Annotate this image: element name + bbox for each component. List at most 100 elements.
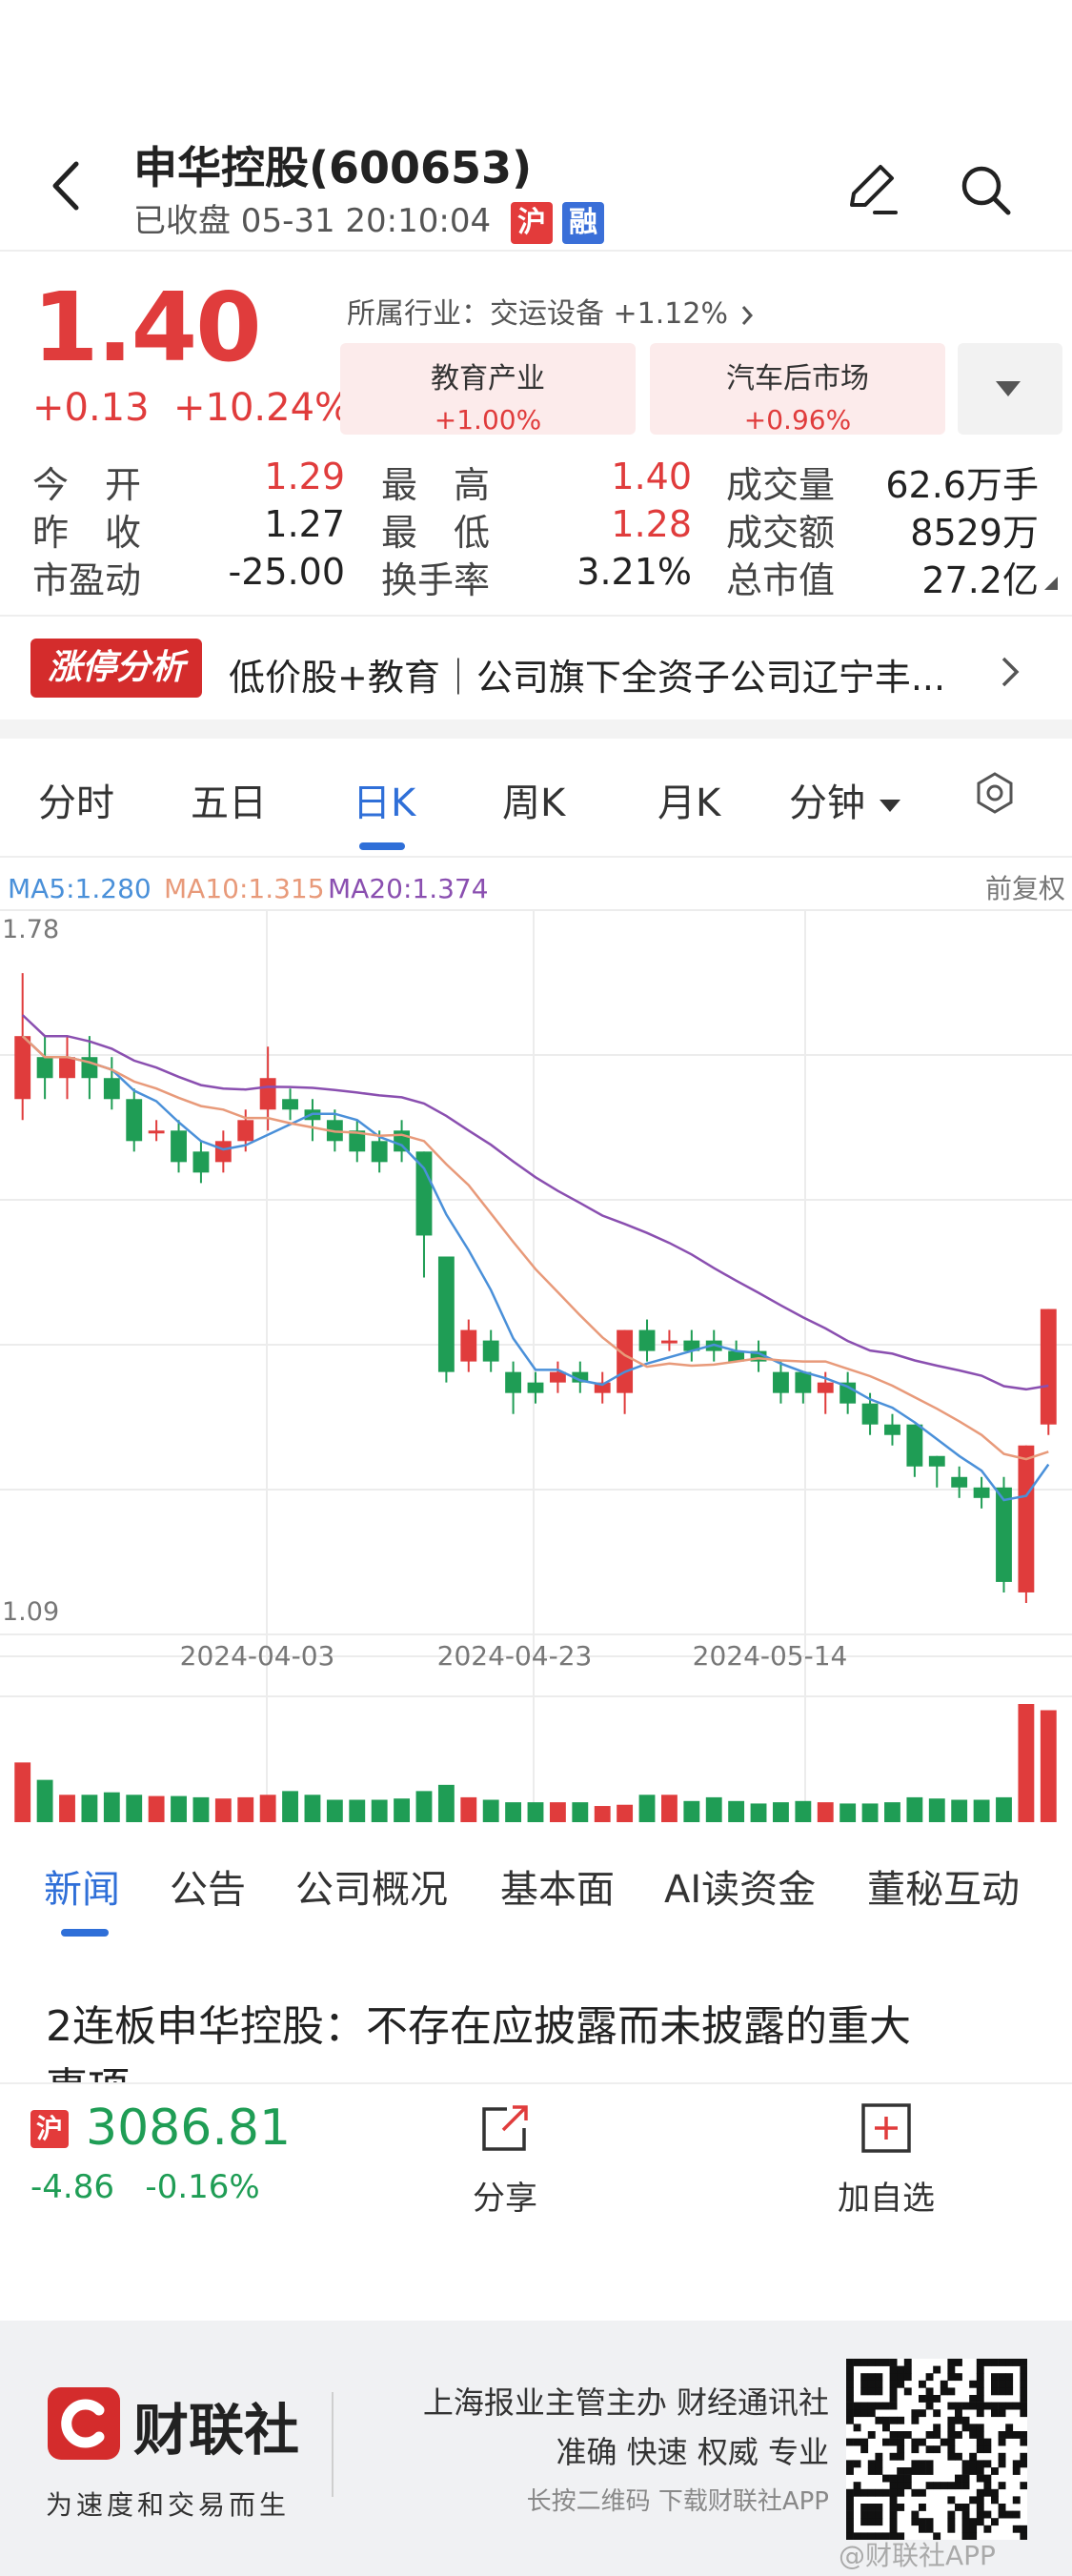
sector-expand-button[interactable] xyxy=(958,343,1062,435)
qr-module xyxy=(1005,2424,1014,2432)
qr-module xyxy=(853,2402,861,2410)
qr-module xyxy=(1012,2467,1021,2475)
news-headline-continued[interactable]: 事项 xyxy=(46,2054,130,2082)
qr-module xyxy=(919,2525,926,2533)
tab-ai-funds[interactable]: AI读资金 xyxy=(664,1868,817,1912)
qr-module xyxy=(925,2373,934,2382)
qr-module xyxy=(911,2467,920,2475)
tab-daily-k[interactable]: 日K xyxy=(353,781,416,825)
qr-module xyxy=(897,2445,905,2454)
qr-module xyxy=(1020,2380,1028,2388)
qr-module xyxy=(882,2424,890,2432)
index-change: -4.86 -0.16% xyxy=(30,2168,260,2206)
qr-module xyxy=(911,2488,920,2497)
volume-bar xyxy=(505,1802,522,1822)
volume-bar xyxy=(572,1802,589,1822)
qr-module xyxy=(903,2474,912,2483)
x-label-3: 2024-05-14 xyxy=(693,1640,848,1672)
qr-module xyxy=(998,2460,1006,2468)
tab-five-day[interactable]: 五日 xyxy=(191,781,267,825)
chart-grid xyxy=(0,909,1072,1822)
qr-module xyxy=(925,2395,934,2403)
candle-body xyxy=(683,1340,700,1351)
volume-bar xyxy=(259,1795,276,1822)
qr-module xyxy=(853,2488,861,2497)
qr-module xyxy=(903,2431,912,2439)
qr-module xyxy=(969,2532,978,2541)
tab-news[interactable]: 新闻 xyxy=(44,1868,120,1912)
tab-company-profile[interactable]: 公司概况 xyxy=(295,1868,448,1912)
candle-body xyxy=(1018,1445,1035,1592)
tab-announcements[interactable]: 公告 xyxy=(170,1868,246,1912)
qr-module xyxy=(1020,2365,1028,2374)
qr-module xyxy=(955,2504,962,2511)
qr-module xyxy=(897,2452,905,2461)
search-button[interactable] xyxy=(953,157,1020,224)
qr-module xyxy=(846,2504,854,2511)
stat-volume: 62.6万手 xyxy=(885,464,1039,506)
tab-monthly-k[interactable]: 月K xyxy=(657,781,721,825)
tab-investor-qa[interactable]: 董秘互动 xyxy=(867,1868,1020,1912)
edit-button[interactable] xyxy=(839,157,905,224)
index-tag: 沪 xyxy=(30,2110,69,2148)
tab-weekly-k[interactable]: 周K xyxy=(502,781,566,825)
candle-body xyxy=(996,1487,1012,1582)
volume-bar xyxy=(1040,1710,1057,1822)
volume-bar xyxy=(148,1795,165,1822)
qr-module xyxy=(889,2438,898,2446)
footer-line-3: 长按二维码 下载财联社APP xyxy=(526,2487,829,2516)
candle-body xyxy=(59,1057,75,1079)
qr-module xyxy=(860,2510,869,2519)
sector-card-education[interactable]: 教育产业 +1.00% xyxy=(340,343,636,436)
stat-label: 最 低 xyxy=(381,512,491,554)
volume-bar xyxy=(282,1791,298,1822)
volume-bar xyxy=(973,1799,990,1822)
banner-arrow[interactable] xyxy=(996,653,1024,691)
qr-module xyxy=(998,2359,1006,2366)
qr-module xyxy=(875,2532,883,2541)
tab-minute[interactable]: 分钟 xyxy=(789,772,902,827)
news-headline[interactable]: 2连板申华控股：不存在应披露而未披露的重大 xyxy=(46,2002,911,2051)
volume-bar xyxy=(617,1804,634,1822)
sector-card-auto-aftermarket[interactable]: 汽车后市场 +0.96% xyxy=(650,343,945,436)
qr-module xyxy=(969,2431,978,2439)
qr-module xyxy=(897,2532,905,2541)
kline-chart[interactable]: MA5:1.280 MA10:1.315 MA20:1.374 前复权 1.78… xyxy=(0,858,1072,1830)
qr-module xyxy=(860,2488,869,2497)
share-label: 分享 xyxy=(473,2180,537,2218)
footer-line-2: 准确 快速 权威 专业 xyxy=(556,2434,829,2470)
chart-settings-button[interactable] xyxy=(972,770,1018,816)
market-status-text: 已收盘 05-31 20:10:04 xyxy=(133,202,492,240)
qr-module xyxy=(1020,2482,1028,2490)
search-icon xyxy=(961,166,1011,215)
qr-module xyxy=(897,2482,905,2490)
volume-bar xyxy=(460,1796,477,1822)
qr-module xyxy=(897,2504,905,2511)
limit-up-analysis-link[interactable]: 低价股+教育｜公司旗下全资子公司辽宁丰... xyxy=(229,657,946,699)
candle-body xyxy=(415,1151,433,1236)
back-button[interactable] xyxy=(38,152,95,219)
qr-module xyxy=(940,2380,948,2388)
industry-link[interactable]: 所属行业：交运设备 +1.12% xyxy=(347,290,757,332)
volume-bar xyxy=(214,1798,232,1822)
qr-module xyxy=(976,2496,984,2505)
tab-fundamentals[interactable]: 基本面 xyxy=(500,1868,615,1912)
qr-module xyxy=(889,2452,898,2461)
pencil-icon xyxy=(850,165,898,214)
qr-module xyxy=(976,2395,984,2403)
candle-body xyxy=(349,1130,366,1152)
index-value[interactable]: 3086.81 xyxy=(86,2099,292,2157)
price-change: +0.13 +10.24% xyxy=(32,386,351,430)
qr-module xyxy=(1012,2359,1021,2366)
qr-module xyxy=(998,2380,1006,2388)
candle-body xyxy=(951,1476,968,1488)
add-watchlist-button[interactable]: 加自选 xyxy=(819,2101,953,2235)
qr-module xyxy=(976,2504,984,2511)
candle-body xyxy=(728,1350,745,1362)
qr-module xyxy=(903,2373,912,2382)
qr-module xyxy=(853,2482,861,2490)
tab-intraday[interactable]: 分时 xyxy=(38,781,114,825)
qr-module xyxy=(846,2373,854,2382)
share-button[interactable]: 分享 xyxy=(448,2101,562,2235)
qr-module xyxy=(969,2525,978,2533)
